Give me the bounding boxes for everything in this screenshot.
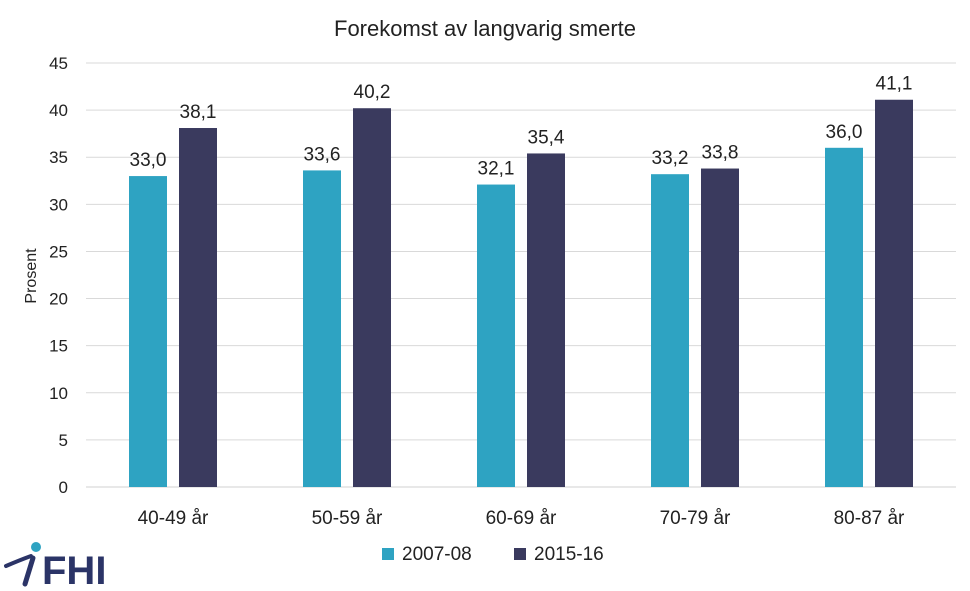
- legend-swatch-2007-08: [382, 548, 394, 560]
- fhi-logo: FHI: [4, 542, 106, 591]
- fhi-figure-icon: [4, 542, 41, 587]
- y-tick-label: 35: [49, 148, 68, 167]
- bar-2007-08-70-79-år: [651, 174, 689, 487]
- data-label: 32,1: [478, 159, 515, 180]
- y-tick-label: 20: [49, 290, 68, 309]
- bars: [129, 99, 913, 488]
- data-labels: 33,0 38,1 33,6 40,2 32,1 35,4 33,2 33,8 36,0 41,1: [130, 74, 913, 180]
- data-label: 33,8: [702, 143, 739, 164]
- data-label: 33,6: [304, 144, 341, 165]
- legend-swatch-2015-16: [514, 548, 526, 560]
- legend: 2007-08 2015-16: [382, 544, 604, 565]
- y-tick-label: 25: [49, 242, 68, 261]
- logo-text: FHI: [42, 549, 106, 591]
- bar-2015-16-40-49-år: [179, 128, 217, 487]
- data-label: 33,0: [130, 150, 167, 171]
- data-label: 41,1: [876, 74, 913, 95]
- bar-2015-16-70-79-år: [701, 168, 739, 488]
- y-tick-label: 30: [49, 195, 68, 214]
- y-tick-label: 0: [59, 478, 68, 497]
- y-tick-label: 40: [49, 101, 68, 120]
- gridlines: [86, 62, 956, 441]
- legend-label: 2007-08: [402, 544, 472, 565]
- legend-label: 2015-16: [534, 544, 604, 565]
- x-category-label: 50-59 år: [312, 508, 383, 529]
- y-tick-label: 45: [49, 54, 68, 73]
- x-category-label: 70-79 år: [660, 508, 731, 529]
- bar-2007-08-60-69-år: [477, 184, 515, 487]
- bar-2007-08-50-59-år: [303, 170, 341, 487]
- bar-2007-08-40-49-år: [129, 176, 167, 488]
- data-label: 38,1: [180, 102, 217, 123]
- bar-2015-16-80-87-år: [875, 99, 913, 487]
- y-tick-label: 10: [49, 384, 68, 403]
- data-label: 33,2: [652, 148, 689, 169]
- bar-2015-16-50-59-år: [353, 108, 391, 487]
- y-axis-ticks: 0 5 10 15 20 25 30 35 40 45: [49, 54, 68, 497]
- bar-2007-08-80-87-år: [825, 147, 863, 488]
- bar-2015-16-60-69-år: [527, 153, 565, 487]
- data-label: 36,0: [826, 122, 863, 143]
- x-axis-categories: 40-49 år 50-59 år 60-69 år 70-79 år 80-87 år: [138, 508, 905, 529]
- x-category-label: 40-49 år: [138, 508, 209, 529]
- y-axis-title: Prosent: [23, 248, 40, 304]
- x-category-label: 80-87 år: [834, 508, 905, 529]
- chart-title: Forekomst av langvarig smerte: [334, 16, 636, 41]
- data-label: 35,4: [528, 127, 565, 148]
- y-tick-label: 15: [49, 337, 68, 356]
- x-category-label: 60-69 år: [486, 508, 557, 529]
- y-tick-label: 5: [59, 431, 68, 450]
- data-label: 40,2: [354, 82, 391, 103]
